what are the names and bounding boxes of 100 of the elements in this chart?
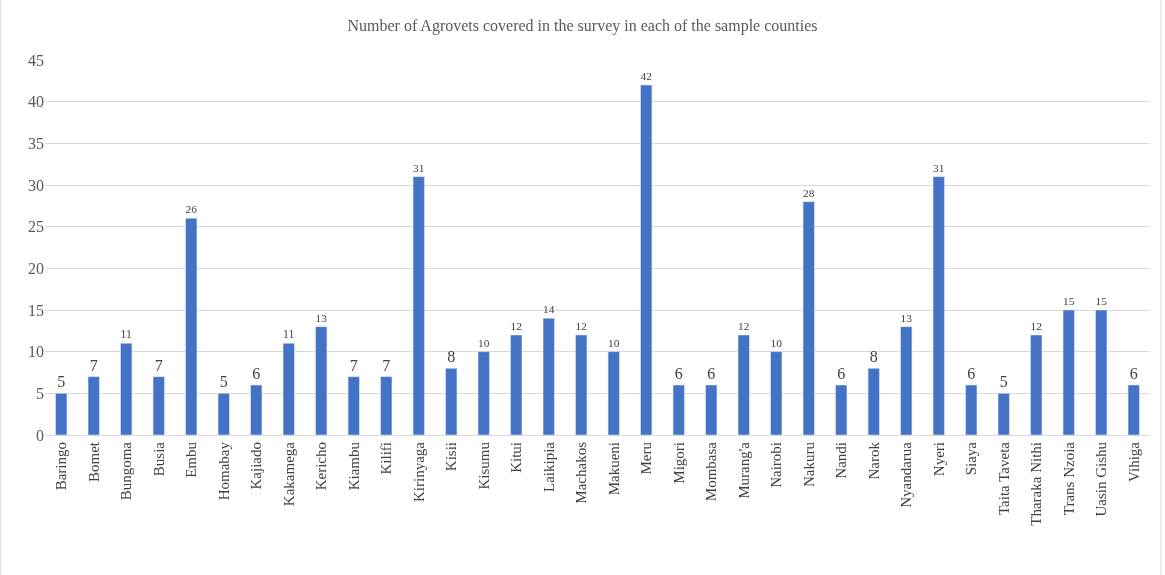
bar <box>87 376 100 435</box>
bar <box>867 368 880 435</box>
data-label: 14 <box>543 303 555 316</box>
bar <box>55 393 68 435</box>
x-tick-label: Bomet <box>85 441 102 482</box>
data-label: 6 <box>1129 365 1138 382</box>
x-tick-label: Kilifi <box>378 442 395 475</box>
bar <box>997 393 1010 435</box>
data-label: 11 <box>120 327 133 342</box>
bar <box>347 376 360 435</box>
y-tick-label: 40 <box>28 93 44 111</box>
data-label: 13 <box>315 311 328 324</box>
x-tick-label: Trans Nzoia <box>1060 441 1077 516</box>
data-label: 42 <box>640 69 653 82</box>
x-tick-label: Mombasa <box>703 441 720 502</box>
bar <box>542 318 555 435</box>
y-tick-label: 30 <box>28 176 44 194</box>
bar <box>607 351 620 435</box>
x-tick-label: Tharaka Nithi <box>1028 442 1045 526</box>
bar <box>835 384 848 435</box>
x-tick-label: Kakamega <box>280 441 297 507</box>
data-label: 12 <box>510 319 523 332</box>
bar <box>640 84 653 435</box>
data-label: 31 <box>413 161 425 174</box>
x-tick-label: Narok <box>865 441 882 480</box>
data-label: 10 <box>608 336 620 349</box>
y-tick-label: 45 <box>28 51 44 69</box>
bar <box>770 351 783 435</box>
bar <box>315 326 328 435</box>
x-tick-label: Nyandarua <box>898 441 915 508</box>
data-label: 8 <box>869 348 878 366</box>
y-tick-label: 15 <box>28 301 44 319</box>
y-tick-label: 10 <box>28 343 44 361</box>
data-label: 15 <box>1095 294 1108 307</box>
x-tick-label: Kirinyaga <box>410 441 427 502</box>
y-tick-label: 35 <box>28 134 44 152</box>
x-tick-label: Migori <box>670 442 687 484</box>
bar <box>1030 334 1043 435</box>
bar <box>1062 309 1075 435</box>
x-tick-label: Kisumu <box>475 441 492 490</box>
bar <box>802 201 815 435</box>
y-tick-label: 20 <box>28 259 44 277</box>
data-label: 12 <box>738 319 750 332</box>
y-tick-label: 0 <box>36 426 44 444</box>
data-label: 8 <box>447 348 456 366</box>
data-label: 7 <box>89 356 98 374</box>
data-label: 5 <box>219 373 228 391</box>
x-tick-label: Kiambu <box>345 441 362 491</box>
data-label: 6 <box>707 365 716 382</box>
x-tick-label: Nairobi <box>768 442 785 488</box>
bar <box>510 334 523 435</box>
data-label: 6 <box>674 365 683 382</box>
x-tick-label: Kajiado <box>248 442 265 490</box>
data-label: 12 <box>1030 319 1043 332</box>
x-tick-label: Siaya <box>963 441 980 476</box>
bar <box>185 218 198 435</box>
x-tick-label: Embu <box>183 441 200 478</box>
x-tick-label: Makueni <box>605 442 622 496</box>
bar <box>445 368 458 435</box>
x-tick-label: Homabay <box>215 441 232 501</box>
data-label: 6 <box>252 365 261 382</box>
bar <box>217 393 230 435</box>
bar <box>380 376 393 435</box>
bar <box>250 384 263 435</box>
bar <box>477 351 490 435</box>
data-label: 15 <box>1063 294 1075 307</box>
x-tick-label: Meru <box>638 441 655 475</box>
bar <box>412 176 425 435</box>
bar <box>737 334 750 435</box>
x-tick-label: Uasin Gishu <box>1093 441 1110 517</box>
x-tick-label: Baringo <box>53 442 70 491</box>
data-label: 10 <box>478 336 490 349</box>
data-label: 10 <box>770 336 783 349</box>
data-label: 26 <box>185 203 198 216</box>
bar <box>282 343 295 435</box>
x-tick-label: Vihiga <box>1125 441 1142 482</box>
data-label: 7 <box>154 356 163 374</box>
x-tick-label: Nakuru <box>800 441 817 487</box>
x-tick-label: Kericho <box>313 442 330 491</box>
data-label: 12 <box>575 319 588 332</box>
x-tick-label: Bungoma <box>118 441 135 501</box>
bar <box>965 384 978 435</box>
bar <box>932 176 945 435</box>
y-tick-label: 25 <box>28 218 44 236</box>
bar <box>575 334 588 435</box>
data-label: 6 <box>837 365 846 382</box>
data-label: 5 <box>999 373 1008 391</box>
data-label: 6 <box>967 365 976 382</box>
x-tick-label: Nandi <box>833 442 850 479</box>
x-tick-label: Nyeri <box>930 442 947 477</box>
x-tick-label: Machakos <box>573 441 590 504</box>
x-tick-label: Laikipia <box>540 441 557 492</box>
bar <box>1095 309 1108 435</box>
data-label: 7 <box>349 356 358 374</box>
bar <box>152 376 165 435</box>
data-label: 11 <box>283 327 295 342</box>
bar <box>705 384 718 435</box>
bar <box>900 326 913 435</box>
bar <box>1127 384 1140 435</box>
x-tick-label: Kisii <box>443 442 460 472</box>
